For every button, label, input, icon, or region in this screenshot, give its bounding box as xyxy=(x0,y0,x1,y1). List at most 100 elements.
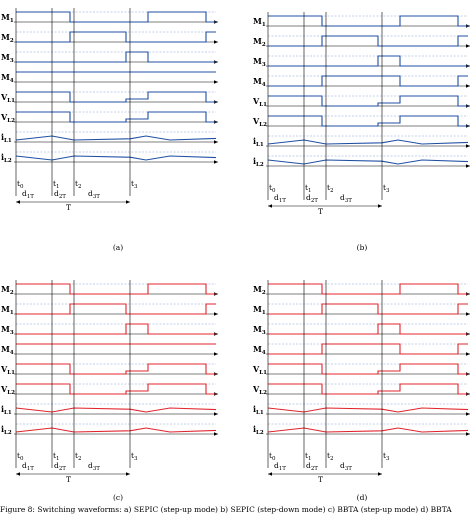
axis-arrow xyxy=(466,412,470,416)
waveform-M3 xyxy=(16,323,216,335)
signal-label: VL2 xyxy=(0,112,15,124)
signal-label: iL2 xyxy=(253,424,264,436)
panel-c: M2 M1 M3 M4 VL1 VL2 iL1 iL2 t0 t1 t2 t3 d1T d2T d3T T (c… xyxy=(0,280,218,502)
duration-label-d2T: d2T xyxy=(54,461,66,472)
period-arrow-head-left xyxy=(16,472,20,476)
time-label-t3: t3 xyxy=(383,183,390,194)
waveform-iL2 xyxy=(267,159,469,165)
axis-arrow xyxy=(466,432,470,436)
signal-label: M3 xyxy=(1,52,14,64)
waveform-VL2 xyxy=(268,383,468,395)
axis-arrow xyxy=(466,352,470,356)
duration-label-d1T: d1T xyxy=(274,193,286,204)
period-arrow-head-right xyxy=(378,204,382,208)
period-arrow-head-left xyxy=(268,204,272,208)
duration-label-d3T: d3T xyxy=(88,189,100,200)
time-label-t0: t0 xyxy=(269,183,276,194)
axis-arrow xyxy=(214,140,218,144)
waveform-M4 xyxy=(268,343,468,355)
waveform-VL1 xyxy=(268,95,468,107)
signal-label: M4 xyxy=(253,76,266,88)
duration-label-d3T: d3T xyxy=(340,461,352,472)
waveform-M4 xyxy=(268,75,468,87)
signal-label: VL1 xyxy=(252,96,267,108)
time-label-t2: t2 xyxy=(75,451,82,462)
signal-label: M3 xyxy=(253,324,266,336)
signal-label: M1 xyxy=(1,12,14,24)
panel-caption-c: (c) xyxy=(113,493,123,502)
signal-label: M4 xyxy=(253,344,266,356)
waveform-M2 xyxy=(268,283,468,295)
waveform-VL1 xyxy=(16,91,216,103)
waveform-M3 xyxy=(268,55,468,67)
panel-d: M2 M1 M3 M4 VL1 VL2 iL1 iL2 t0 t1 t2 t3 d1T d2T d3T T (d… xyxy=(252,280,470,502)
waveform-M1 xyxy=(268,303,468,315)
signal-label: iL1 xyxy=(253,136,264,148)
time-label-t1: t1 xyxy=(305,183,312,194)
time-label-t2: t2 xyxy=(75,179,82,190)
waveform-iL1 xyxy=(267,407,469,413)
signal-label: M2 xyxy=(1,284,14,296)
waveform-iL1 xyxy=(267,139,469,145)
panel-a: M1 M2 M3 M4 VL1 VL2 iL1 iL2 t0 t1 t2 t3 d1T d2T d3T T (a… xyxy=(0,8,218,252)
time-label-t1: t1 xyxy=(53,179,60,190)
waveform-VL1 xyxy=(268,363,468,375)
time-label-t1: t1 xyxy=(305,451,312,462)
axis-arrow xyxy=(214,412,218,416)
waveform-M3 xyxy=(268,323,468,335)
signal-label: M2 xyxy=(253,284,266,296)
duration-label-d1T: d1T xyxy=(22,189,34,200)
time-label-t0: t0 xyxy=(17,179,24,190)
period-label: T xyxy=(318,207,323,216)
time-label-t1: t1 xyxy=(53,451,60,462)
time-label-t0: t0 xyxy=(269,451,276,462)
duration-label-d2T: d2T xyxy=(306,193,318,204)
waveform-VL1 xyxy=(16,363,216,375)
signal-label: iL2 xyxy=(253,156,264,168)
time-label-t3: t3 xyxy=(131,179,138,190)
signal-label: M3 xyxy=(1,324,14,336)
signal-label: M4 xyxy=(1,72,14,84)
period-arrow-head-right xyxy=(378,472,382,476)
waveform-M2 xyxy=(16,283,216,295)
axis-arrow xyxy=(214,40,218,44)
waveform-M2 xyxy=(16,31,216,43)
waveform-iL2 xyxy=(15,427,217,433)
time-label-t2: t2 xyxy=(327,451,334,462)
axis-arrow xyxy=(466,84,470,88)
signal-label: iL1 xyxy=(1,404,12,416)
waveform-iL1 xyxy=(15,135,217,141)
waveform-VL2 xyxy=(16,383,216,395)
signal-label: M1 xyxy=(253,304,266,316)
signal-label: iL2 xyxy=(1,152,12,164)
time-label-t0: t0 xyxy=(17,451,24,462)
panel-caption-a: (a) xyxy=(113,243,123,252)
axis-arrow xyxy=(214,352,218,356)
signal-label: M1 xyxy=(253,16,266,28)
waveform-iL2 xyxy=(15,155,217,161)
panel-b: M1 M2 M3 M4 VL1 VL2 iL1 iL2 t0 t1 t2 t3 d1T d2T d3T T (b… xyxy=(252,12,470,252)
signal-label: VL2 xyxy=(0,384,15,396)
waveform-M1 xyxy=(268,15,468,27)
period-arrow-head-right xyxy=(126,472,130,476)
waveform-iL1 xyxy=(15,407,217,413)
waveform-M2 xyxy=(268,35,468,47)
axis-arrow xyxy=(466,44,470,48)
waveform-M3 xyxy=(16,51,216,63)
duration-label-d1T: d1T xyxy=(22,461,34,472)
axis-arrow xyxy=(214,312,218,316)
signal-label: VL1 xyxy=(0,92,15,104)
period-label: T xyxy=(318,475,323,484)
period-label: T xyxy=(66,203,71,212)
signal-label: VL1 xyxy=(252,364,267,376)
waveform-iL2 xyxy=(267,427,469,433)
axis-arrow xyxy=(214,432,218,436)
period-label: T xyxy=(66,475,71,484)
waveform-VL2 xyxy=(268,115,468,127)
axis-arrow xyxy=(466,164,470,168)
period-arrow-head-left xyxy=(16,200,20,204)
signal-label: iL1 xyxy=(1,132,12,144)
waveform-VL2 xyxy=(16,111,216,123)
period-arrow-head-right xyxy=(126,200,130,204)
